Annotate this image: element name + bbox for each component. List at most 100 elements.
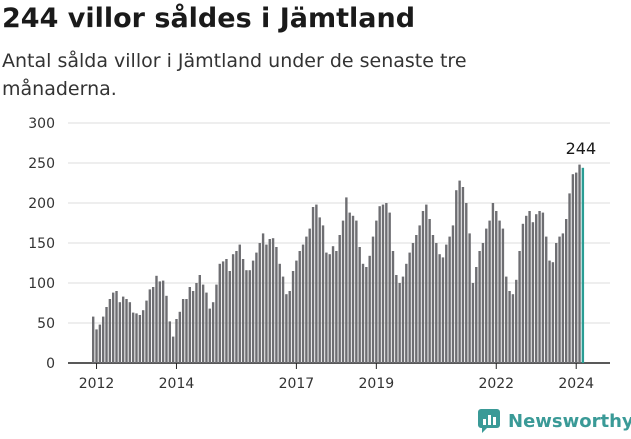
- bar: [395, 275, 398, 363]
- bar: [161, 280, 165, 363]
- bar: [311, 207, 315, 363]
- bar: [345, 197, 348, 363]
- bar: [301, 244, 305, 363]
- bar: [541, 212, 545, 363]
- bar: [125, 299, 128, 363]
- bar: [221, 261, 225, 363]
- bar: [385, 203, 388, 363]
- bar: [325, 252, 328, 363]
- bar: [231, 254, 235, 363]
- bar: [571, 174, 575, 363]
- bar: [438, 254, 441, 363]
- bar: [235, 251, 238, 363]
- x-tick-label: 2022: [478, 376, 514, 392]
- bar: [428, 219, 431, 363]
- bar: [278, 263, 281, 363]
- bar: [518, 251, 521, 363]
- bar: [358, 247, 361, 363]
- bar: [338, 235, 341, 363]
- bar: [138, 315, 142, 363]
- bar: [145, 300, 148, 363]
- bar: [415, 235, 418, 363]
- bar: [445, 244, 448, 363]
- bar-chart: 0 50 100 150 200 250 300 2012 2014 2017 2019 2022 2…: [28, 116, 610, 392]
- bar: [401, 276, 405, 363]
- bar: [341, 220, 345, 363]
- bar: [115, 291, 118, 363]
- bar: [151, 287, 155, 363]
- bar: [215, 284, 218, 363]
- chart-title: 244 villor såldes i Jämtland: [2, 3, 416, 34]
- bar: [281, 276, 285, 363]
- bar: [95, 329, 98, 363]
- bar: [291, 271, 295, 363]
- bar: [261, 233, 265, 363]
- bar: [158, 281, 162, 363]
- y-tick-label: 150: [28, 236, 55, 252]
- bar: [381, 204, 385, 363]
- bar: [398, 283, 401, 363]
- y-tick-label: 200: [28, 196, 55, 212]
- bar: [531, 222, 535, 363]
- bar: [208, 308, 211, 363]
- bar-highlight: [581, 167, 585, 363]
- bar: [245, 270, 248, 363]
- bar: [141, 310, 145, 363]
- bar: [561, 233, 565, 363]
- bar: [355, 220, 358, 363]
- bar: [288, 291, 291, 363]
- bar: [471, 283, 475, 363]
- bar: [105, 307, 108, 363]
- bar: [465, 203, 468, 363]
- bar: [318, 217, 321, 363]
- bar: [175, 319, 178, 363]
- bar: [481, 243, 485, 363]
- bar: [228, 271, 231, 363]
- bar: [455, 190, 458, 363]
- y-tick-label: 50: [37, 316, 55, 332]
- bar: [238, 244, 241, 363]
- bar: [548, 260, 551, 363]
- bar: [488, 220, 491, 363]
- bar: [225, 259, 228, 363]
- bar: [135, 313, 138, 363]
- bar: [348, 212, 351, 363]
- bar: [251, 260, 255, 363]
- bar: [468, 233, 471, 363]
- bar: [535, 214, 538, 363]
- bar: [255, 252, 258, 363]
- bar: [111, 292, 115, 363]
- bar: [508, 291, 511, 363]
- bar: [108, 299, 112, 363]
- bar: [188, 287, 191, 363]
- bar: [331, 246, 335, 363]
- bar: [98, 324, 102, 363]
- bar: [478, 251, 481, 363]
- bar: [525, 215, 528, 363]
- bar: [435, 243, 438, 363]
- chart-subtitle: Antal sålda villor i Jämtland under de s…: [2, 50, 467, 100]
- bar: [441, 257, 445, 363]
- x-tick-label: 2017: [279, 376, 315, 392]
- highlight-value-label: 244: [566, 139, 597, 158]
- bar: [421, 211, 425, 363]
- bar: [448, 236, 451, 363]
- bar: [198, 275, 201, 363]
- bar: [451, 225, 455, 363]
- bar: [308, 228, 311, 363]
- bar: [408, 252, 411, 363]
- bar: [388, 212, 391, 363]
- bar: [218, 263, 221, 363]
- bar: [361, 263, 365, 363]
- bar: [511, 294, 515, 363]
- bar: [475, 267, 478, 363]
- bar: [131, 312, 135, 363]
- bar: [485, 228, 488, 363]
- bar: [491, 203, 495, 363]
- bar: [275, 247, 278, 363]
- brand-name: Newsworthy: [508, 410, 631, 432]
- y-tick-label: 250: [28, 156, 55, 172]
- bar: [155, 275, 158, 363]
- bar: [201, 284, 205, 363]
- bar: [168, 321, 172, 363]
